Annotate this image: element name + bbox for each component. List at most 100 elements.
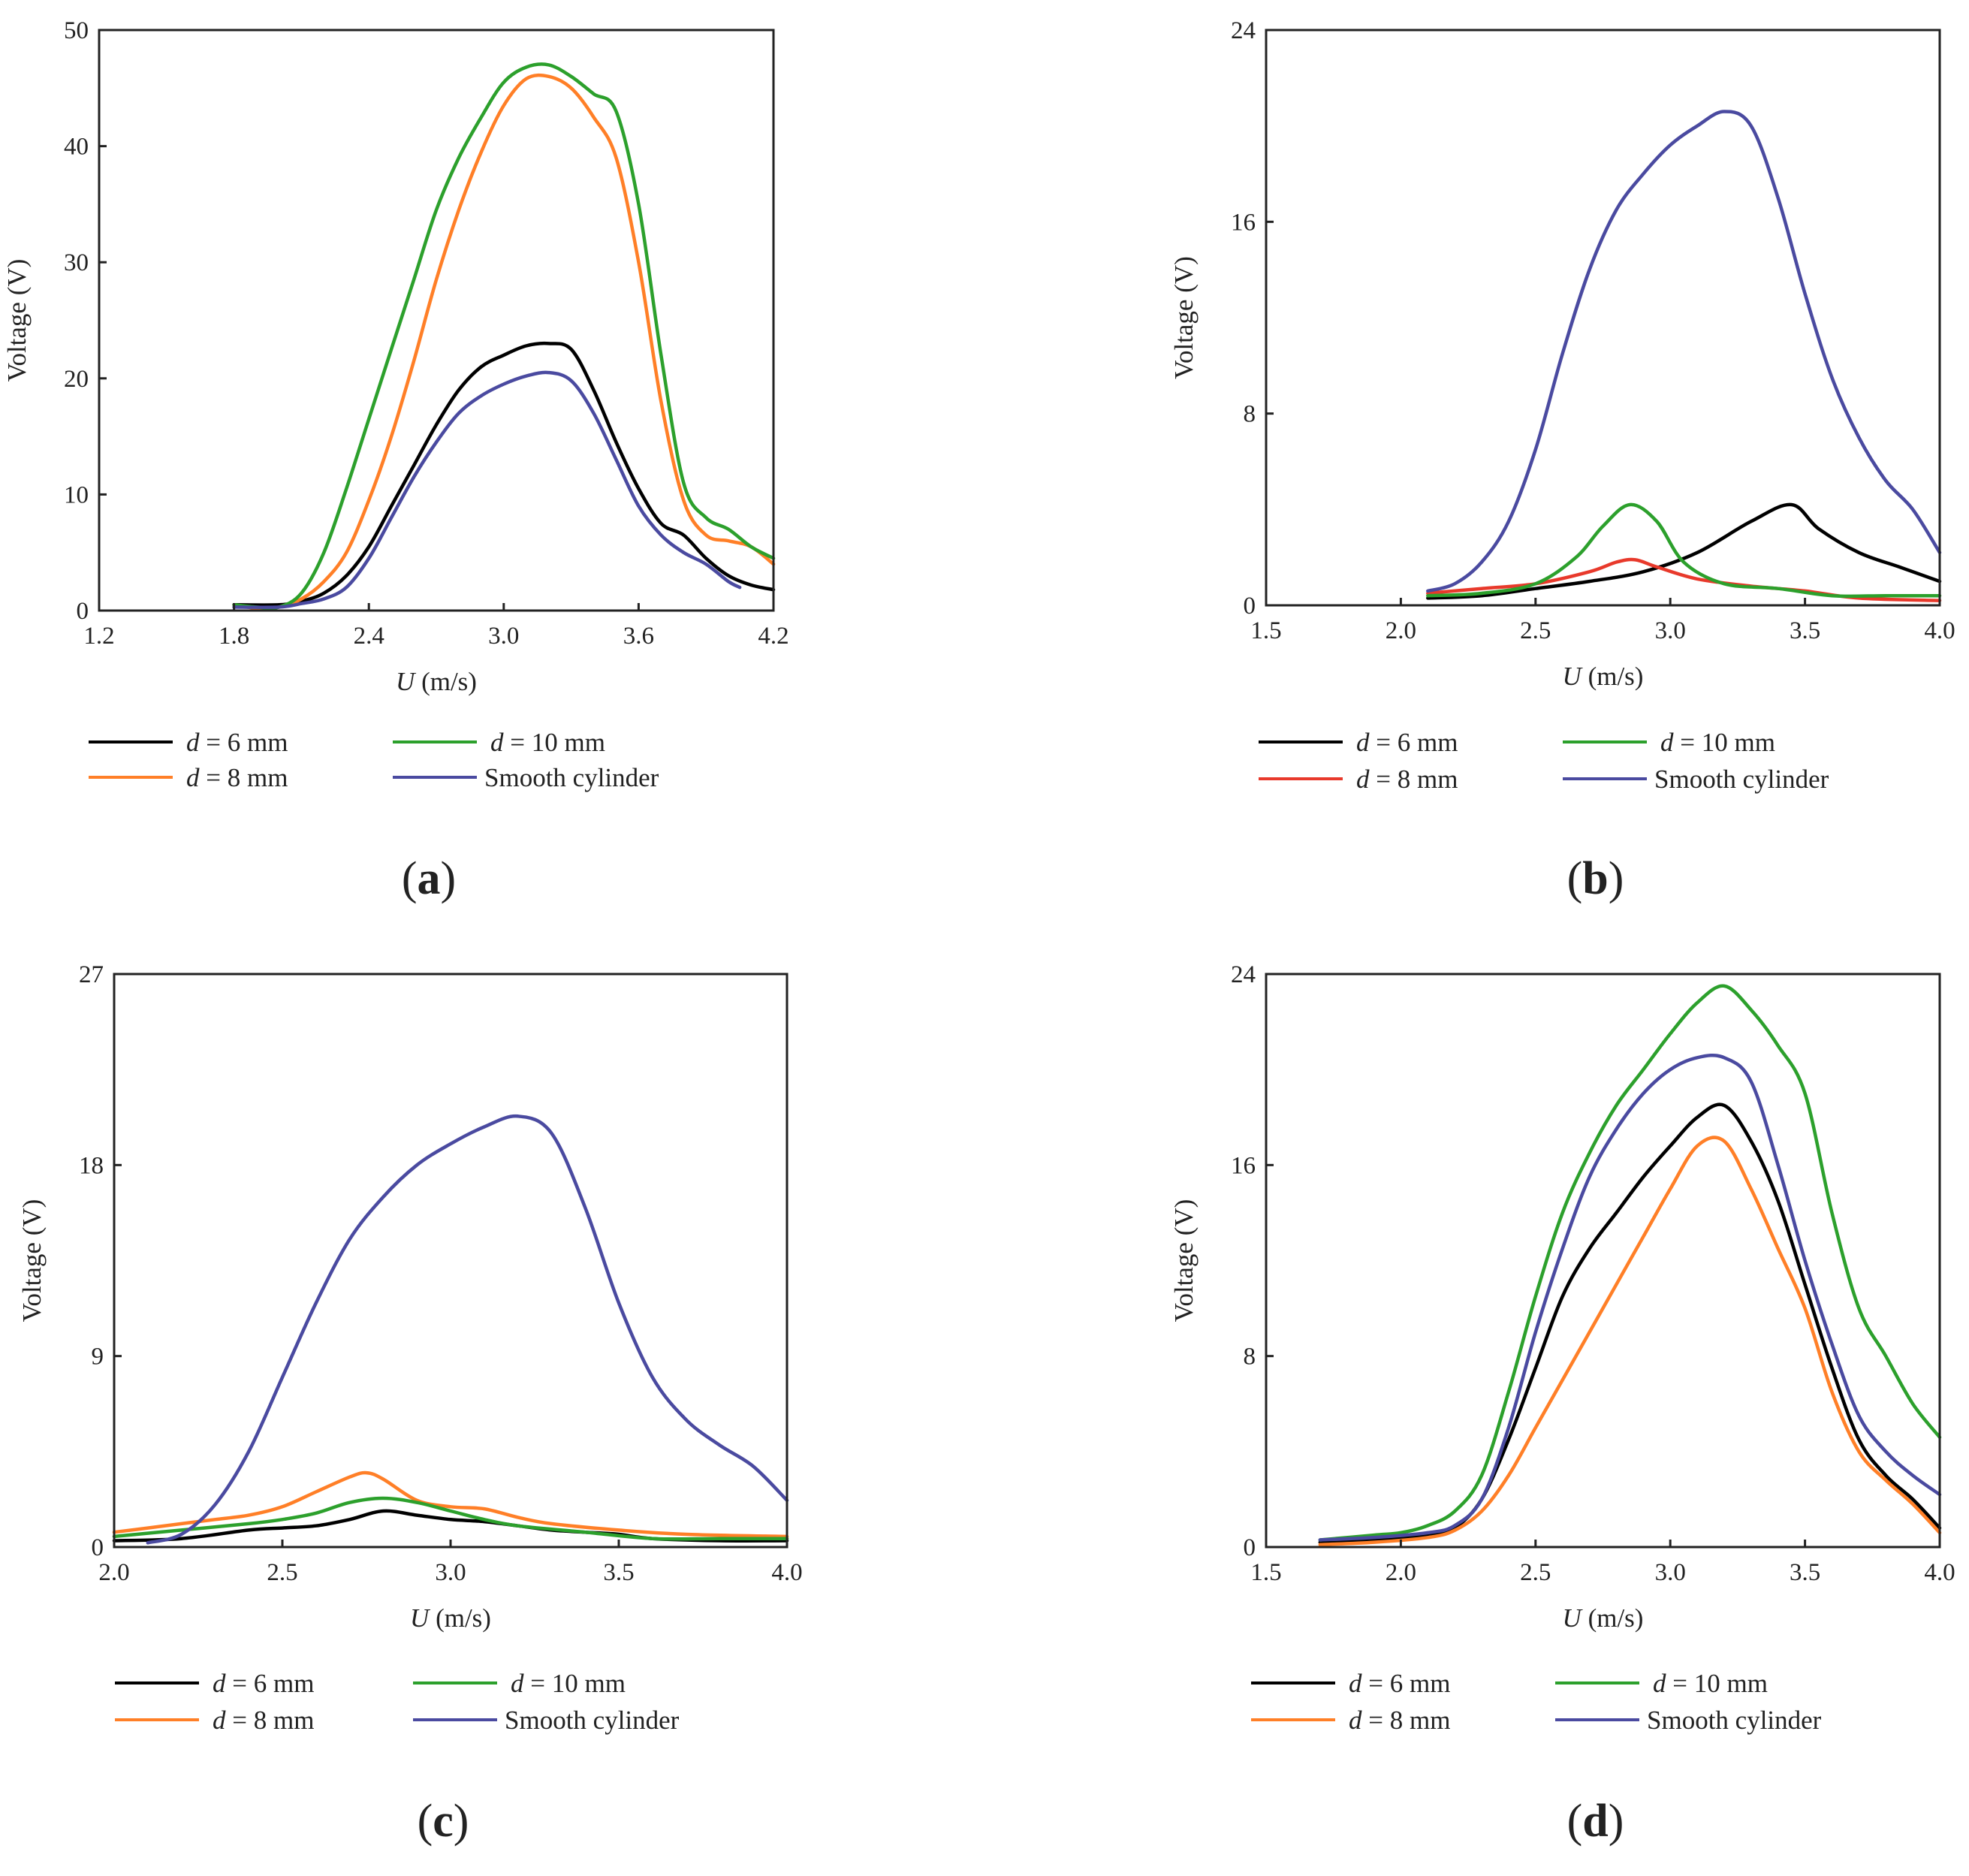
panel-label-letter: b — [1582, 853, 1608, 904]
legend-label-1: d = 8 mm — [1349, 1706, 1450, 1735]
legend-variable: d — [1349, 1706, 1362, 1735]
chart-panel-d: 1.5 2.0 2.5 3.0 3.5 4.0 0 8 16 24 U (m/s) Voltage (… — [1169, 961, 1955, 1847]
x-axis-variable: U — [396, 667, 417, 696]
legend-label-3: Smooth cylinder — [1654, 765, 1829, 794]
legend-variable: d — [1660, 728, 1674, 757]
x-axis-unit: (m/s) — [415, 667, 477, 696]
legend-label-1: d = 8 mm — [186, 763, 288, 792]
x-tick-label: 2.5 — [267, 1559, 297, 1586]
legend-label-3: Smooth cylinder — [484, 763, 659, 792]
legend-variable: d — [186, 763, 200, 792]
plot-frame — [113, 973, 789, 1549]
legend-text: = 10 mm — [504, 728, 605, 757]
legend-text: = 6 mm — [1362, 1669, 1451, 1698]
legend-variable: d — [1356, 728, 1370, 757]
y-axis-title: Voltage (V) — [1169, 1199, 1199, 1323]
x-tick-label: 3.5 — [1790, 617, 1820, 644]
x-tick-label: 2.5 — [1520, 617, 1551, 644]
panel-label-letter: c — [433, 1796, 454, 1847]
legend-text: = 10 mm — [1674, 728, 1775, 757]
legend-variable: d — [1349, 1669, 1362, 1698]
x-tick-label: 3.0 — [435, 1559, 466, 1586]
series-line-0 — [232, 341, 776, 607]
legend-label-3: Smooth cylinder — [505, 1706, 680, 1735]
series-group — [1318, 984, 1942, 1547]
panel-label-close: ) — [454, 1796, 469, 1847]
panel-label-b: (b) — [1567, 853, 1624, 904]
x-axis-title: U (m/s) — [1563, 662, 1644, 691]
x-tick-label: 2.0 — [1386, 617, 1416, 644]
y-tick-label: 10 — [64, 481, 89, 508]
panel-label-c: (c) — [418, 1796, 469, 1847]
y-axis-title: Voltage (V) — [2, 259, 32, 382]
series-line-3 — [1426, 110, 1942, 593]
legend-label-2: d = 10 mm — [1653, 1669, 1768, 1698]
panel-label-open: ( — [1567, 853, 1583, 904]
y-tick-label: 18 — [79, 1152, 104, 1179]
panel-label-letter: d — [1582, 1796, 1608, 1847]
legend-text: Smooth cylinder — [1654, 765, 1829, 794]
plot-frame — [98, 29, 775, 612]
x-axis-unit: (m/s) — [1582, 662, 1644, 691]
panel-label-letter: a — [418, 853, 441, 904]
x-tick-label: 3.5 — [603, 1559, 634, 1586]
y-tick-label: 0 — [77, 598, 89, 625]
y-tick-label: 16 — [1231, 1152, 1256, 1179]
panel-label-close: ) — [1609, 1796, 1624, 1847]
series-line-2 — [1318, 984, 1942, 1542]
legend-text: = 8 mm — [1362, 1706, 1451, 1735]
y-tick-label: 9 — [92, 1344, 104, 1371]
x-tick-label: 4.2 — [758, 623, 789, 650]
legend-variable: d — [1653, 1669, 1666, 1698]
x-tick-label: 3.0 — [1655, 617, 1686, 644]
x-tick-label: 2.4 — [354, 623, 384, 650]
legend-variable: d — [490, 728, 504, 757]
legend-label-2: d = 10 mm — [1660, 728, 1775, 757]
legend-text: = 6 mm — [1370, 728, 1458, 757]
legend-label-0: d = 6 mm — [1349, 1669, 1450, 1698]
x-tick-label: 1.5 — [1250, 617, 1281, 644]
x-tick-label: 2.0 — [1386, 1559, 1416, 1586]
series-line-3 — [1318, 1054, 1942, 1542]
series-line-0 — [1318, 1102, 1942, 1544]
chart-panel-b: 1.5 2.0 2.5 3.0 3.5 4.0 0 8 16 24 U (m/s) Voltage (… — [1169, 17, 1955, 904]
y-tick-label: 40 — [64, 134, 89, 161]
x-axis-unit: (m/s) — [429, 1603, 491, 1633]
x-axis-variable: U — [410, 1603, 431, 1633]
y-tick-label: 30 — [64, 249, 89, 276]
x-tick-label: 3.0 — [488, 623, 519, 650]
series-group — [232, 62, 776, 611]
x-tick-label: 2.0 — [98, 1559, 129, 1586]
legend-label-0: d = 6 mm — [213, 1669, 314, 1698]
series-line-3 — [146, 1114, 789, 1545]
series-line-3 — [232, 370, 742, 609]
x-tick-label: 1.5 — [1250, 1559, 1281, 1586]
series-line-0 — [1426, 502, 1942, 600]
panel-label-close: ) — [441, 853, 457, 904]
legend-variable: d — [511, 1669, 524, 1698]
x-axis-unit: (m/s) — [1582, 1603, 1644, 1633]
y-tick-label: 20 — [64, 366, 89, 393]
legend-label-2: d = 10 mm — [490, 728, 605, 757]
y-tick-label: 0 — [92, 1534, 104, 1561]
legend-variable: d — [1356, 765, 1370, 794]
series-line-2 — [1426, 502, 1942, 599]
legend-label-3: Smooth cylinder — [1647, 1706, 1822, 1735]
x-axis-title: U (m/s) — [410, 1603, 491, 1633]
series-line-1 — [112, 1470, 789, 1539]
y-tick-label: 24 — [1231, 961, 1256, 988]
plot-frame — [1265, 29, 1941, 607]
series-group — [112, 1114, 789, 1545]
legend-text: Smooth cylinder — [484, 763, 659, 792]
x-axis-variable: U — [1563, 1603, 1584, 1633]
x-axis-variable: U — [1563, 662, 1584, 691]
x-tick-label: 1.8 — [219, 623, 249, 650]
legend-text: = 6 mm — [200, 728, 288, 757]
panel-label-d: (d) — [1567, 1796, 1624, 1847]
series-line-1 — [1318, 1136, 1942, 1547]
series-line-1 — [232, 73, 776, 611]
